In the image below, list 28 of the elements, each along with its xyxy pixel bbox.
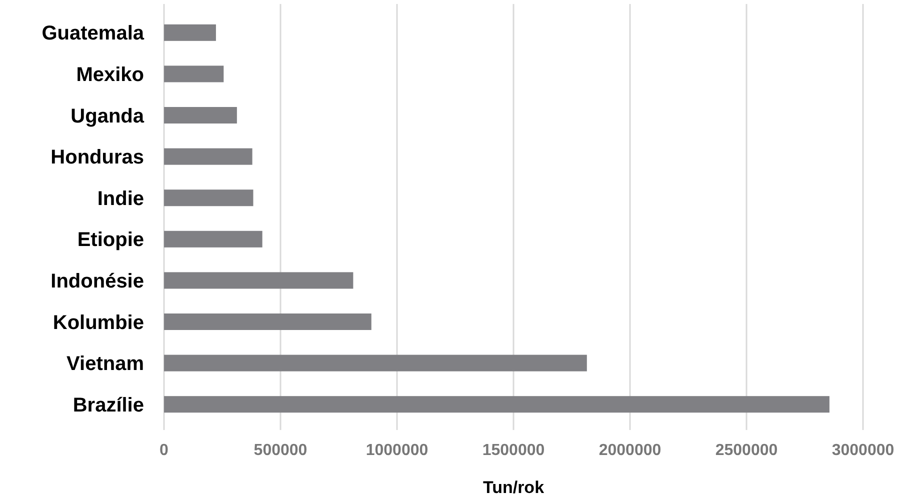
y-tick-label: Mexiko: [76, 64, 144, 86]
x-tick-label: 2500000: [715, 442, 778, 459]
y-tick-label: Uganda: [70, 105, 145, 128]
bar: [164, 230, 262, 248]
y-tick-label: Guatemala: [42, 22, 145, 45]
y-tick-label: Brazílie: [72, 394, 144, 416]
x-axis-title: Tun/rok: [482, 478, 545, 497]
x-tick-label: 0: [160, 442, 169, 459]
x-tick-label: 1000000: [366, 442, 428, 459]
bar: [164, 66, 224, 82]
y-tick-label: Kolumbie: [52, 312, 144, 334]
y-tick-label: Indie: [97, 188, 144, 210]
y-tick-label: Vietnam: [66, 353, 144, 376]
x-tick-label: 2000000: [598, 442, 662, 459]
bar: [164, 190, 254, 206]
bar: [164, 396, 830, 413]
bar: [164, 106, 237, 124]
x-tick-label: 500000: [254, 442, 308, 459]
x-tick-label: 1500000: [482, 442, 545, 459]
bar: [164, 148, 252, 165]
bar: [164, 272, 354, 289]
y-tick-label: Honduras: [50, 146, 144, 169]
y-tick-label: Etiopie: [77, 229, 144, 252]
x-tick-label: 3000000: [832, 442, 894, 459]
y-tick-label: Indonésie: [50, 270, 144, 292]
bar: [164, 313, 372, 330]
bar: [164, 354, 587, 372]
bar: [164, 24, 216, 41]
